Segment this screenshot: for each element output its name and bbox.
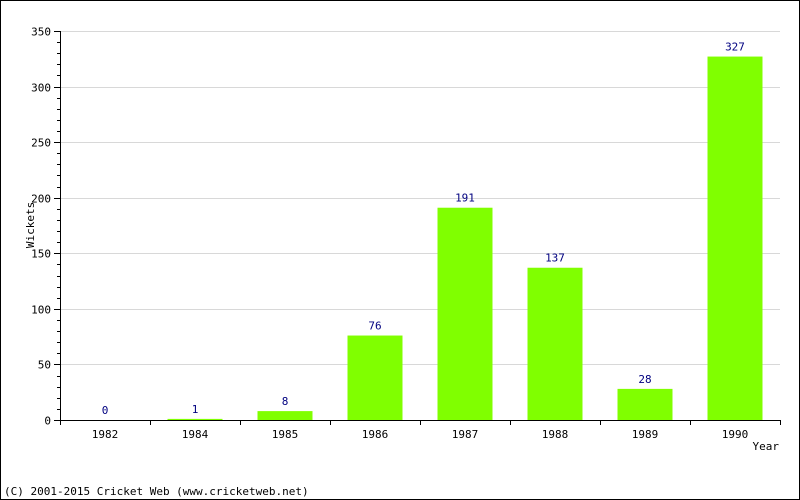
y-tick-label: 0: [44, 415, 51, 428]
bar-1985: [257, 411, 313, 420]
bar-1986: [347, 335, 403, 420]
data-label-1982: 0: [102, 404, 109, 417]
gridlines: [60, 31, 780, 365]
y-tick-label: 200: [31, 193, 51, 206]
bar-1987: [437, 207, 493, 420]
bar-1988: [527, 267, 583, 420]
y-tick-label: 350: [31, 26, 51, 39]
y-axis-title: Wickets: [24, 202, 37, 248]
axes: [54, 31, 781, 425]
data-label-1986: 76: [368, 320, 381, 333]
copyright-footer: (C) 2001-2015 Cricket Web (www.cricketwe…: [4, 485, 309, 498]
x-axis-title: Year: [753, 440, 780, 453]
bar-1990: [707, 56, 763, 420]
labels: 0 50 100 150 200 250 300 350 0 1982 1 1984 8 1985 76 19…: [31, 26, 748, 442]
bar-1984: [167, 418, 223, 420]
data-label-1987: 191: [455, 192, 475, 205]
y-tick-label: 300: [31, 82, 51, 95]
x-tick-label: 1985: [272, 428, 299, 441]
x-tick-label: 1987: [452, 428, 479, 441]
y-tick-label: 150: [31, 248, 51, 261]
x-tick-label: 1988: [542, 428, 569, 441]
data-label-1990: 327: [725, 41, 745, 54]
data-label-1985: 8: [282, 395, 289, 408]
x-tick-label: 1989: [632, 428, 659, 441]
bars: [167, 56, 763, 420]
y-tick-label: 50: [38, 359, 51, 372]
x-tick-label: 1982: [92, 428, 119, 441]
data-label-1988: 137: [545, 252, 565, 265]
x-tick-label: 1986: [362, 428, 389, 441]
data-label-1984: 1: [192, 403, 199, 416]
x-tick-label: 1990: [722, 428, 749, 441]
x-tick-label: 1984: [182, 428, 209, 441]
y-tick-label: 100: [31, 304, 51, 317]
bar-1989: [617, 388, 673, 420]
y-tick-label: 250: [31, 137, 51, 150]
data-label-1989: 28: [638, 373, 651, 386]
